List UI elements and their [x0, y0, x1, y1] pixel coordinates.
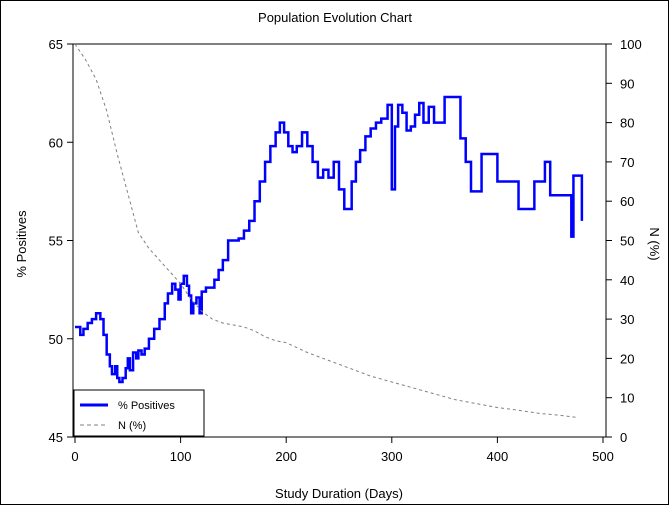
y-right-tick-label: 0	[620, 430, 627, 445]
y-right-tick-label: 100	[620, 37, 642, 52]
y-left-tick-label: 45	[49, 430, 63, 445]
x-axis: 0 100 200 300 400 500	[71, 437, 614, 464]
x-tick-label: 100	[170, 449, 192, 464]
y-right-tick-label: 90	[620, 76, 634, 91]
y-right-tick-label: 70	[620, 155, 634, 170]
series-layer	[74, 43, 584, 418]
y-left-tick-label: 60	[49, 135, 63, 150]
legend-label-n-percent: N (%)	[118, 420, 146, 432]
x-tick-label: 400	[487, 449, 509, 464]
y-right-tick-label: 20	[620, 351, 634, 366]
y-axis-right: 0 10 20 30 40 50 60 70 80 90 100	[606, 37, 642, 445]
y-left-tick-label: 55	[49, 234, 63, 249]
y-right-tick-label: 30	[620, 312, 634, 327]
legend-box	[73, 389, 205, 437]
x-tick-label: 500	[592, 449, 614, 464]
y-axis-right-title: N (%)	[647, 227, 662, 260]
y-right-tick-label: 40	[620, 273, 634, 288]
y-right-tick-label: 80	[620, 116, 634, 131]
y-axis-left: 45 50 55 60 65	[49, 37, 73, 445]
legend: % Positives N (%)	[73, 389, 205, 437]
legend-label-positives: % Positives	[118, 400, 175, 412]
x-axis-title: Study Duration (Days)	[275, 486, 403, 501]
series-line-n-percent	[74, 43, 577, 418]
x-tick-label: 300	[381, 449, 403, 464]
y-left-tick-label: 65	[49, 37, 63, 52]
chart-title: Population Evolution Chart	[258, 10, 412, 25]
y-left-tick-label: 50	[49, 332, 63, 347]
y-right-tick-label: 50	[620, 234, 634, 249]
series-line-positives	[75, 95, 584, 384]
y-right-tick-label: 60	[620, 194, 634, 209]
x-tick-label: 200	[275, 449, 297, 464]
y-axis-left-title: % Positives	[14, 210, 29, 278]
y-right-tick-label: 10	[620, 391, 634, 406]
x-tick-label: 0	[71, 449, 78, 464]
